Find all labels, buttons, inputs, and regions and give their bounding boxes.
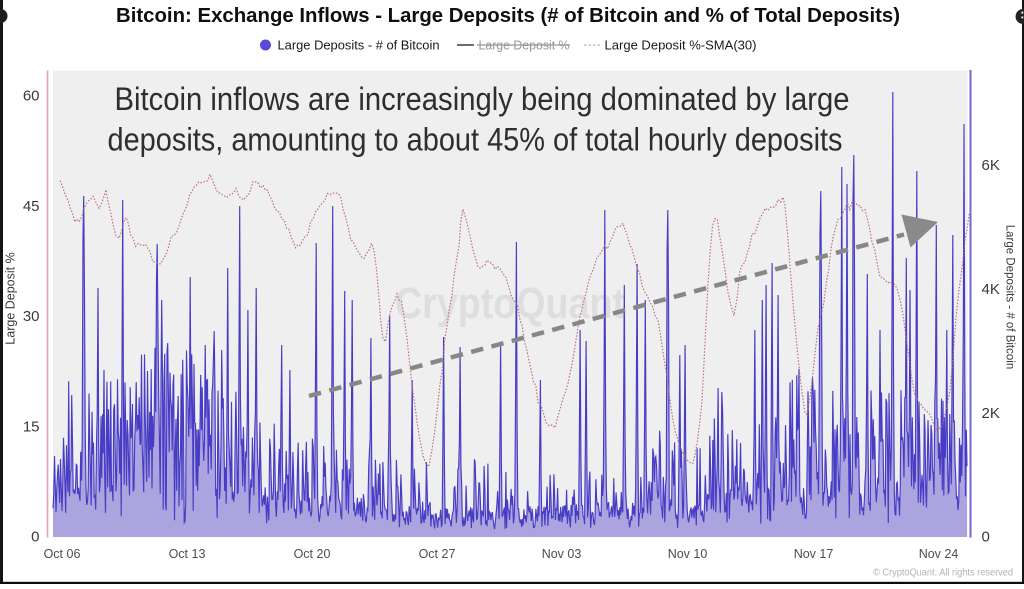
svg-text:Large Deposit %-SMA(30): Large Deposit %-SMA(30) bbox=[605, 39, 757, 53]
svg-text:Large Deposits - # of Bitcoin: Large Deposits - # of Bitcoin bbox=[1004, 225, 1016, 369]
svg-text:6K: 6K bbox=[982, 157, 1000, 174]
svg-text:0: 0 bbox=[31, 529, 39, 546]
svg-text:Large Deposits - # of Bitcoin: Large Deposits - # of Bitcoin bbox=[278, 39, 440, 53]
svg-text:Nov 10: Nov 10 bbox=[668, 547, 708, 561]
svg-text:2K: 2K bbox=[982, 405, 1000, 422]
svg-text:0: 0 bbox=[982, 529, 990, 546]
svg-text:Nov 17: Nov 17 bbox=[794, 547, 834, 561]
svg-text:Bitcoin: Exchange Inflows - La: Bitcoin: Exchange Inflows - Large Deposi… bbox=[116, 5, 900, 27]
svg-text:45: 45 bbox=[23, 198, 40, 215]
svg-text:© CryptoQuant. All rights rese: © CryptoQuant. All rights reserved bbox=[873, 568, 1013, 579]
svg-text:deposits, amounting to about 4: deposits, amounting to about 45% of tota… bbox=[108, 122, 843, 158]
svg-text:Nov 03: Nov 03 bbox=[542, 547, 582, 561]
svg-text:Oct 27: Oct 27 bbox=[419, 547, 456, 561]
svg-text:Large Deposit %: Large Deposit % bbox=[4, 252, 18, 344]
svg-text:Nov 24: Nov 24 bbox=[919, 547, 959, 561]
svg-text:60: 60 bbox=[23, 88, 40, 105]
svg-text:Oct 20: Oct 20 bbox=[294, 547, 331, 561]
svg-text:Bitcoin inflows are increasing: Bitcoin inflows are increasingly being d… bbox=[115, 81, 850, 117]
svg-text:30: 30 bbox=[23, 308, 40, 325]
svg-text:Oct 06: Oct 06 bbox=[44, 547, 81, 561]
svg-text:4K: 4K bbox=[982, 281, 1000, 298]
svg-text:15: 15 bbox=[23, 419, 40, 436]
svg-text:CryptoQuant: CryptoQuant bbox=[395, 279, 625, 328]
svg-text:Oct 13: Oct 13 bbox=[169, 547, 206, 561]
